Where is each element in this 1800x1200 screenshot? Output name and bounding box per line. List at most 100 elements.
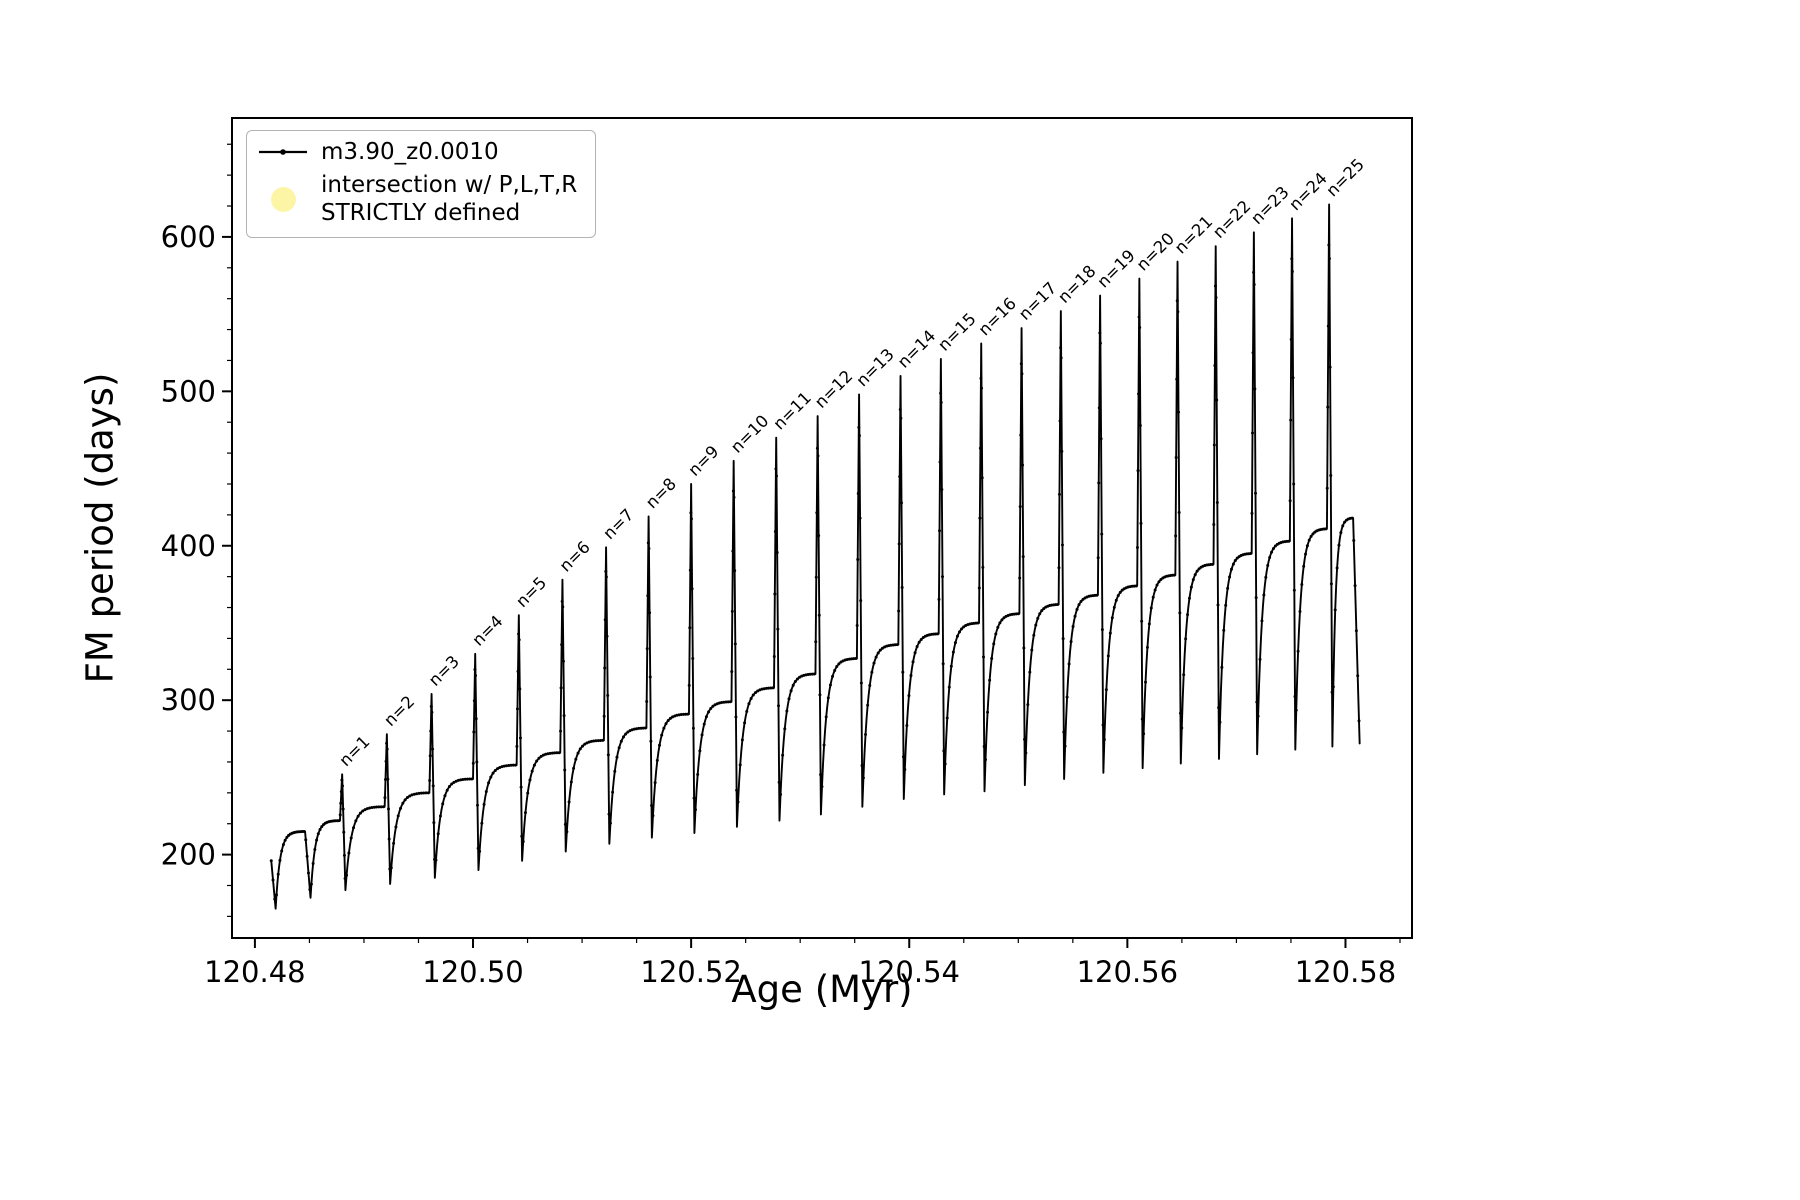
series-marker-dot <box>1110 616 1114 620</box>
series-marker-dot <box>1294 708 1298 712</box>
series-marker-dot <box>532 763 536 767</box>
series-marker-dot <box>1069 640 1073 644</box>
series-marker-dot <box>753 691 757 695</box>
series-marker-dot <box>605 634 609 638</box>
series-marker-dot <box>1020 372 1024 376</box>
series-marker-dot <box>731 489 735 493</box>
series-marker-dot <box>450 782 454 786</box>
series-marker-dot <box>1254 596 1258 600</box>
series-marker-dot <box>898 407 902 411</box>
series-marker-dot <box>905 723 909 727</box>
series-marker-dot <box>1157 580 1161 584</box>
series-line <box>270 203 1361 910</box>
series-marker-dot <box>856 557 860 561</box>
series-marker-dot <box>281 843 285 847</box>
series-marker-dot <box>1229 567 1233 571</box>
series-marker-dot <box>1300 583 1304 587</box>
series-marker-dot <box>493 768 497 772</box>
series-marker-dot <box>581 744 585 748</box>
series-marker-dot <box>822 743 826 747</box>
line-dot-marker-icon <box>259 149 307 155</box>
series-marker-dot <box>1135 546 1139 549</box>
series-marker-dot <box>459 778 463 782</box>
series-marker-dot <box>473 667 477 671</box>
series-marker-dot <box>939 391 943 395</box>
series-marker-dot <box>498 765 502 769</box>
series-marker-dot <box>771 686 775 690</box>
series-marker-dot <box>1060 449 1064 453</box>
legend-marker-column <box>255 142 311 162</box>
series-marker-dot <box>745 709 749 713</box>
spike-label: n=7 <box>599 505 637 543</box>
series-marker-dot <box>1296 649 1300 653</box>
series-marker-dot <box>911 660 915 664</box>
series-marker-dot <box>565 830 569 834</box>
series-marker-dot <box>679 713 683 717</box>
series-marker-dot <box>347 851 351 855</box>
x-tick-label: 120.54 <box>859 955 960 989</box>
series-marker-dot <box>693 808 697 812</box>
series-marker-dot <box>535 759 539 763</box>
series-marker-dot <box>1172 573 1176 577</box>
spike-label: n=17 <box>1015 278 1060 323</box>
spike-label: n=21 <box>1171 212 1216 257</box>
series-marker-dot <box>951 650 955 654</box>
series-marker-dot <box>858 516 862 520</box>
series-marker-dot <box>1102 737 1106 741</box>
series-marker-dot <box>548 751 552 755</box>
series-marker-dot <box>280 849 284 853</box>
series-marker-dot <box>1216 603 1220 607</box>
series-marker-dot <box>650 804 654 807</box>
series-marker-dot <box>1326 405 1330 409</box>
series-marker-dot <box>977 586 981 590</box>
series-marker-dot <box>984 758 988 762</box>
series-marker-dot <box>986 710 990 714</box>
series-marker-dot <box>619 739 623 743</box>
series-marker-dot <box>1155 583 1159 587</box>
series-marker-dot <box>1329 582 1333 586</box>
series-marker-dot <box>1335 566 1339 570</box>
series-marker-dot <box>793 680 797 683</box>
series-marker-dot <box>1233 559 1237 563</box>
series-marker-dot <box>731 549 735 553</box>
legend: m3.90_z0.0010 intersection w/ P,L,T,R ST… <box>246 130 597 239</box>
series-marker-dot <box>318 827 322 831</box>
series-marker-dot <box>860 764 864 768</box>
series-marker-dot <box>339 790 343 794</box>
spike-label: n=16 <box>975 294 1020 339</box>
series-marker-dot <box>370 806 374 810</box>
series-marker-dot <box>1252 270 1256 274</box>
series-marker-dot <box>1077 603 1081 607</box>
series-marker-dot <box>432 821 436 825</box>
series-marker-dot <box>939 400 943 404</box>
series-marker-dot <box>518 687 522 691</box>
series-marker-dot <box>507 763 511 767</box>
series-marker-dot <box>677 713 681 717</box>
series-marker-dot <box>343 877 347 881</box>
series-marker-dot <box>1137 392 1141 396</box>
series-marker-dot <box>474 717 478 721</box>
series-marker-dot <box>735 788 739 792</box>
series-marker-dot <box>1099 437 1103 441</box>
series-marker-dot <box>1139 521 1143 525</box>
series-marker-dot <box>1000 618 1004 622</box>
series-marker-dot <box>749 697 753 701</box>
series-marker-dot <box>361 809 365 813</box>
series-marker-dot <box>897 609 901 613</box>
series-marker-dot <box>1100 628 1104 632</box>
series-marker-dot <box>546 752 550 756</box>
series-marker-dot <box>382 805 386 809</box>
series-marker-dot <box>305 854 309 858</box>
series-marker-dot <box>662 726 666 730</box>
series-marker-dot <box>1266 564 1270 568</box>
series-marker-dot <box>1352 539 1356 543</box>
series-marker-dot <box>1255 700 1259 704</box>
series-marker-dot <box>1214 295 1218 299</box>
series-marker-dot <box>560 599 564 603</box>
series-marker-dot <box>1030 648 1034 652</box>
series-marker-dot <box>775 551 779 555</box>
series-marker-dot <box>1104 688 1108 692</box>
series-marker-dot <box>428 778 432 782</box>
series-marker-dot <box>649 739 653 743</box>
series-marker-dot <box>646 594 650 598</box>
